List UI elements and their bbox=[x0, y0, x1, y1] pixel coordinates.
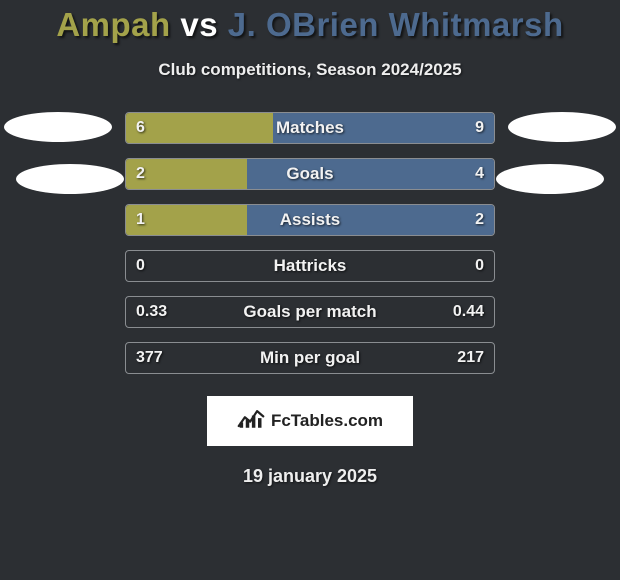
bar-fill-right bbox=[247, 205, 494, 235]
vs-text: vs bbox=[180, 6, 218, 43]
bar-value-left: 0 bbox=[136, 251, 145, 281]
stat-bar: 0 0Hattricks bbox=[125, 250, 495, 282]
bar-label: Goals per match bbox=[126, 297, 494, 327]
stat-bar: 24Goals bbox=[125, 158, 495, 190]
chart-area: 69Matches 24Goals 12Assists 0 0Hattricks 0.33… bbox=[0, 112, 620, 374]
player2-badge-bottom bbox=[496, 164, 604, 194]
stat-bar: 12Assists bbox=[125, 204, 495, 236]
bar-fill-left bbox=[126, 205, 247, 235]
stat-bar: 377 217Min per goal bbox=[125, 342, 495, 374]
bar-fill-left bbox=[126, 159, 247, 189]
player1-badge-bottom bbox=[16, 164, 124, 194]
page-root: Ampah vs J. OBrien Whitmarsh Club compet… bbox=[0, 0, 620, 580]
bar-fill-right bbox=[273, 113, 494, 143]
bar-fill-right bbox=[247, 159, 494, 189]
date-text: 19 january 2025 bbox=[243, 466, 377, 487]
bar-label: Hattricks bbox=[126, 251, 494, 281]
stat-bar: 0.33 0.44Goals per match bbox=[125, 296, 495, 328]
fctables-logo[interactable]: FcTables.com bbox=[207, 396, 413, 446]
player1-badge-top bbox=[4, 112, 112, 142]
bar-label: Min per goal bbox=[126, 343, 494, 373]
stat-bar: 69Matches bbox=[125, 112, 495, 144]
bar-value-right: 217 bbox=[457, 343, 484, 373]
player1-name: Ampah bbox=[56, 6, 170, 43]
bar-fill-left bbox=[126, 113, 273, 143]
bar-value-right: 0.44 bbox=[453, 297, 484, 327]
subtitle: Club competitions, Season 2024/2025 bbox=[158, 60, 461, 80]
stat-bars: 69Matches 24Goals 12Assists 0 0Hattricks 0.33… bbox=[125, 112, 495, 374]
page-title: Ampah vs J. OBrien Whitmarsh bbox=[56, 6, 563, 44]
logo-text: FcTables.com bbox=[271, 411, 383, 431]
chart-icon bbox=[237, 408, 265, 435]
player2-name: J. OBrien Whitmarsh bbox=[228, 6, 564, 43]
bar-value-left: 0.33 bbox=[136, 297, 167, 327]
bar-value-right: 0 bbox=[475, 251, 484, 281]
player2-badge-top bbox=[508, 112, 616, 142]
bar-value-left: 377 bbox=[136, 343, 163, 373]
